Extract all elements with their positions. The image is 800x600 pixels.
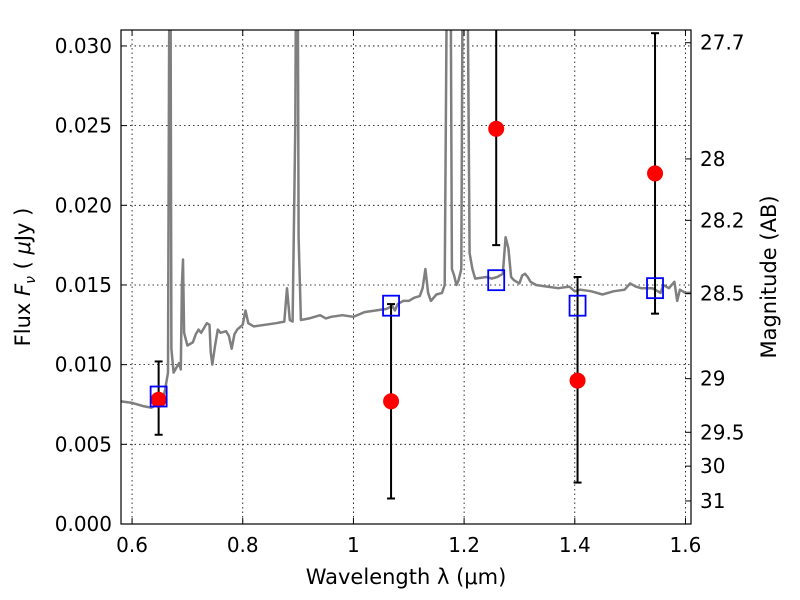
y-tick-label: 0.000 <box>55 512 112 536</box>
model-photometry-point <box>568 294 587 317</box>
y2-tick-label: 29 <box>700 367 725 391</box>
plot-frame <box>120 29 692 525</box>
y2-tick-label: 28.2 <box>700 208 745 232</box>
photometry-point <box>488 120 505 137</box>
y2-axis-label: Magnitude (AB) <box>757 195 781 358</box>
y2-tick-label: 27.7 <box>700 31 745 55</box>
x-axis-label: Wavelength λ (μm) <box>306 565 507 589</box>
model-photometry-point <box>382 294 400 317</box>
x-tick-label: 1.6 <box>670 533 702 557</box>
photometry-point <box>647 165 664 182</box>
plot-area <box>121 30 691 500</box>
y-axis-left: 0.000 0.005 0.010 0.015 0.020 0.025 0.030 <box>55 34 127 536</box>
model-photometry-point <box>149 385 168 408</box>
x-tick-label: 1.4 <box>559 533 591 557</box>
x-tick-label: 1 <box>347 533 360 557</box>
y-tick-label: 0.030 <box>55 34 112 58</box>
y2-tick-label: 29.5 <box>700 420 745 444</box>
grid <box>121 30 691 524</box>
photometry-point <box>569 372 586 389</box>
x-tick-label: 0.8 <box>227 533 259 557</box>
y-axis-right: 27.7 28 28.2 28.5 29 29.5 30 31 <box>685 31 745 513</box>
y2-tick-label: 28.5 <box>700 282 745 306</box>
y-tick-label: 0.025 <box>55 114 112 138</box>
y2-tick-label: 28 <box>700 147 725 171</box>
y-tick-label: 0.015 <box>55 273 112 297</box>
model-photometry-point <box>487 269 506 292</box>
photometry-point <box>150 391 167 408</box>
y-tick-label: 0.020 <box>55 193 112 217</box>
x-tick-label: 1.2 <box>448 533 480 557</box>
y-tick-label: 0.010 <box>55 353 112 377</box>
y-axis-label: Flux Fν ( μJy ) <box>11 208 39 347</box>
y2-tick-label: 30 <box>700 454 725 478</box>
y2-tick-label: 31 <box>700 489 725 513</box>
spectrum-line <box>121 30 691 409</box>
y-tick-label: 0.005 <box>55 432 112 456</box>
model-photometry-point <box>646 277 664 300</box>
photometry-point <box>383 393 400 410</box>
x-tick-label: 0.6 <box>116 533 148 557</box>
x-axis: 0.6 0.8 1 1.2 1.4 1.6 <box>116 30 701 557</box>
